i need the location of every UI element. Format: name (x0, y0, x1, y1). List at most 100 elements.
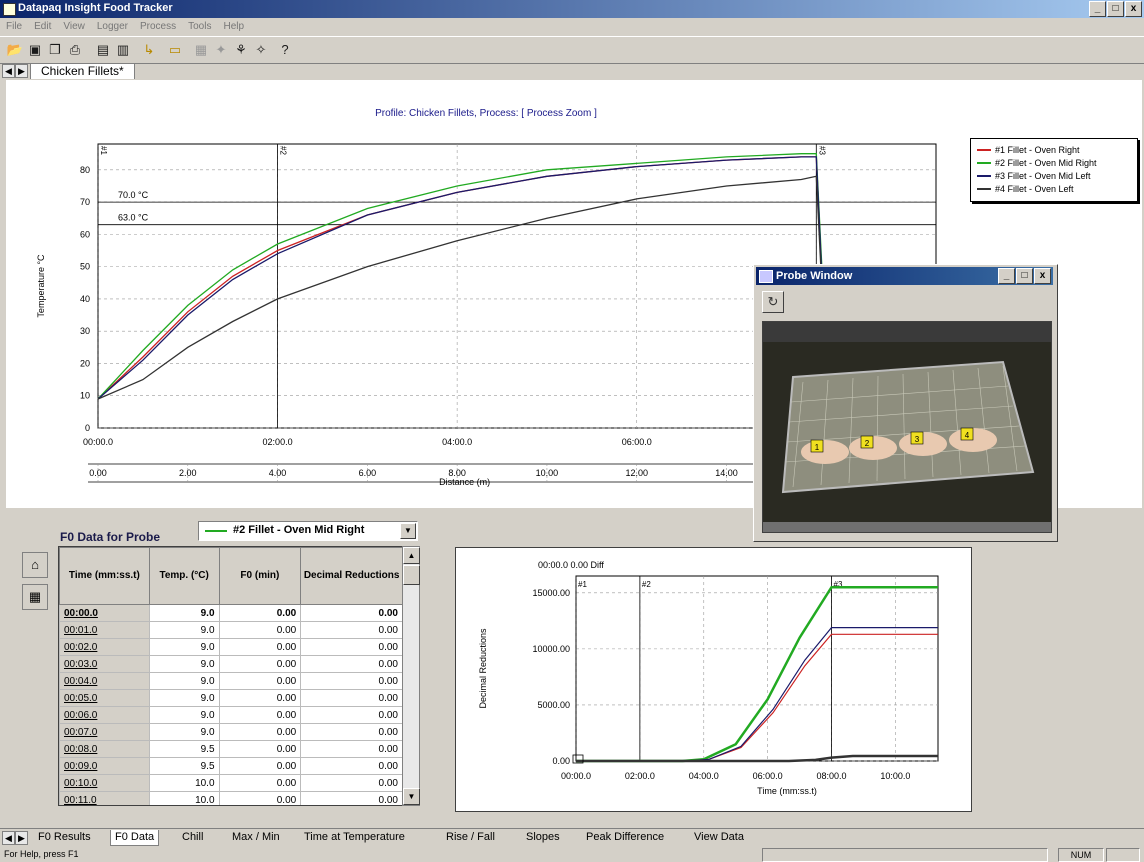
col-header-decimal-reductions[interactable]: Decimal Reductions (300, 547, 403, 605)
cell-time[interactable]: 00:02.0 (59, 638, 150, 656)
cell-f0[interactable]: 0.00 (218, 791, 302, 805)
tab-view-data[interactable]: View Data (694, 831, 744, 843)
cell-decimal-reductions[interactable]: 0.00 (300, 706, 403, 724)
cell-decimal-reductions[interactable]: 0.00 (300, 655, 403, 673)
tab-prev-arrow[interactable]: ◀ (2, 64, 15, 78)
probe-window[interactable]: Probe Window _ □ x ↻ 1 (753, 264, 1058, 542)
cell-time[interactable]: 00:07.0 (59, 723, 150, 741)
cell-f0[interactable]: 0.00 (218, 621, 302, 639)
folder-icon[interactable]: ▭ (168, 42, 182, 57)
grid-icon[interactable]: ▦ (194, 42, 208, 57)
probe-minimize-button[interactable]: _ (998, 268, 1015, 284)
f0-data-grid[interactable]: Time (mm:ss.t) Temp. (°C) F0 (min) Decim… (58, 546, 404, 806)
cell-f0[interactable]: 0.00 (218, 740, 302, 758)
scroll-up-arrow[interactable]: ▲ (403, 547, 420, 564)
tab-max-min[interactable]: Max / Min (232, 831, 280, 843)
cell-time[interactable]: 00:08.0 (59, 740, 150, 758)
tab-time-at-temperature[interactable]: Time at Temperature (304, 831, 405, 843)
cell-decimal-reductions[interactable]: 0.00 (300, 604, 403, 622)
cell-time[interactable]: 00:05.0 (59, 689, 150, 707)
cell-f0[interactable]: 0.00 (218, 706, 302, 724)
menu-help[interactable]: Help (223, 21, 245, 32)
tab-slopes[interactable]: Slopes (526, 831, 560, 843)
cell-time[interactable]: 00:06.0 (59, 706, 150, 724)
copy-icon[interactable]: ❐ (49, 42, 61, 57)
cell-decimal-reductions[interactable]: 0.00 (300, 723, 403, 741)
cell-f0[interactable]: 0.00 (218, 774, 302, 792)
cell-temp[interactable]: 9.5 (148, 757, 220, 775)
tab-next-arrow[interactable]: ▶ (15, 64, 28, 78)
cell-f0[interactable]: 0.00 (218, 672, 302, 690)
cell-temp[interactable]: 10.0 (148, 791, 220, 805)
table-row[interactable]: 00:06.0 9.0 0.00 0.00 (59, 706, 403, 724)
house-icon[interactable]: ⌂ (22, 552, 48, 578)
logger-download-icon[interactable]: ▤ (96, 42, 110, 57)
menu-edit[interactable]: Edit (34, 21, 52, 32)
cell-decimal-reductions[interactable]: 0.00 (300, 791, 403, 805)
cell-time[interactable]: 00:09.0 (59, 757, 150, 775)
cell-decimal-reductions[interactable]: 0.00 (300, 757, 403, 775)
close-button[interactable]: x (1125, 1, 1142, 17)
cell-time[interactable]: 00:04.0 (59, 672, 150, 690)
chevron-down-icon[interactable]: ▼ (400, 523, 416, 539)
menu-tools[interactable]: Tools (188, 21, 212, 32)
cell-time[interactable]: 00:03.0 (59, 655, 150, 673)
tab-f0-data[interactable]: F0 Data (110, 830, 160, 846)
cell-decimal-reductions[interactable]: 0.00 (300, 740, 403, 758)
tab-peak-difference[interactable]: Peak Difference (586, 831, 665, 843)
wand-icon[interactable]: ✧ (255, 42, 267, 57)
table-row[interactable]: 00:11.0 10.0 0.00 0.00 (59, 791, 403, 805)
cell-decimal-reductions[interactable]: 0.00 (300, 621, 403, 639)
maximize-button[interactable]: □ (1107, 1, 1124, 17)
menu-view[interactable]: View (63, 21, 85, 32)
menu-file[interactable]: File (6, 21, 23, 32)
probe-icon[interactable]: ⚘ (235, 42, 247, 57)
col-header-time[interactable]: Time (mm:ss.t) (59, 547, 150, 605)
process-icon[interactable]: ↳ (143, 42, 155, 57)
cell-f0[interactable]: 0.00 (218, 655, 302, 673)
refresh-icon[interactable]: ↻ (762, 291, 784, 313)
cursor-icon[interactable]: ✦ (215, 42, 227, 57)
cell-temp[interactable]: 9.0 (148, 689, 220, 707)
cell-decimal-reductions[interactable]: 0.00 (300, 638, 403, 656)
document-icon[interactable]: ▦ (22, 584, 48, 610)
table-row[interactable]: 00:01.0 9.0 0.00 0.00 (59, 621, 403, 639)
table-row[interactable]: 00:08.0 9.5 0.00 0.00 (59, 740, 403, 758)
probe-select[interactable]: #2 Fillet - Oven Mid Right ▼ (198, 521, 418, 541)
open-icon[interactable]: 📂 (6, 42, 24, 57)
table-row[interactable]: 00:00.0 9.0 0.00 0.00 (59, 604, 403, 622)
cell-time[interactable]: 00:11.0 (59, 791, 150, 805)
cell-decimal-reductions[interactable]: 0.00 (300, 689, 403, 707)
cell-temp[interactable]: 9.0 (148, 604, 220, 622)
cell-temp[interactable]: 9.0 (148, 706, 220, 724)
cell-f0[interactable]: 0.00 (218, 757, 302, 775)
cell-f0[interactable]: 0.00 (218, 604, 302, 622)
cell-decimal-reductions[interactable]: 0.00 (300, 774, 403, 792)
bottom-tab-prev-arrow[interactable]: ◀ (2, 831, 15, 845)
cell-time[interactable]: 00:00.0 (59, 604, 150, 622)
table-row[interactable]: 00:02.0 9.0 0.00 0.00 (59, 638, 403, 656)
decimal-reductions-chart[interactable]: 00:00.0 0.00 Diff 0.00 5000.00 10000.00 1500… (456, 548, 971, 811)
scroll-down-arrow[interactable]: ▼ (403, 788, 420, 805)
cell-temp[interactable]: 9.0 (148, 723, 220, 741)
minimize-button[interactable]: _ (1089, 1, 1106, 17)
cell-f0[interactable]: 0.00 (218, 723, 302, 741)
tab-rise-fall[interactable]: Rise / Fall (446, 831, 495, 843)
table-row[interactable]: 00:05.0 9.0 0.00 0.00 (59, 689, 403, 707)
tab-f0-results[interactable]: F0 Results (38, 831, 91, 843)
logger-setup-icon[interactable]: ▥ (116, 42, 130, 57)
document-tab-chicken-fillets[interactable]: Chicken Fillets* (30, 63, 135, 79)
cell-time[interactable]: 00:10.0 (59, 774, 150, 792)
cell-f0[interactable]: 0.00 (218, 638, 302, 656)
grid-scrollbar[interactable]: ▲ ▼ (402, 546, 420, 806)
print-icon[interactable]: ⎙ (69, 42, 81, 57)
cell-temp[interactable]: 9.0 (148, 655, 220, 673)
cell-temp[interactable]: 9.0 (148, 638, 220, 656)
cell-temp[interactable]: 9.5 (148, 740, 220, 758)
help-icon[interactable]: ? (281, 42, 289, 57)
cell-temp[interactable]: 9.0 (148, 672, 220, 690)
tab-chill[interactable]: Chill (182, 831, 204, 843)
probe-close-button[interactable]: x (1034, 268, 1051, 284)
cell-decimal-reductions[interactable]: 0.00 (300, 672, 403, 690)
probe-window-title-bar[interactable]: Probe Window _ □ x (756, 267, 1053, 285)
